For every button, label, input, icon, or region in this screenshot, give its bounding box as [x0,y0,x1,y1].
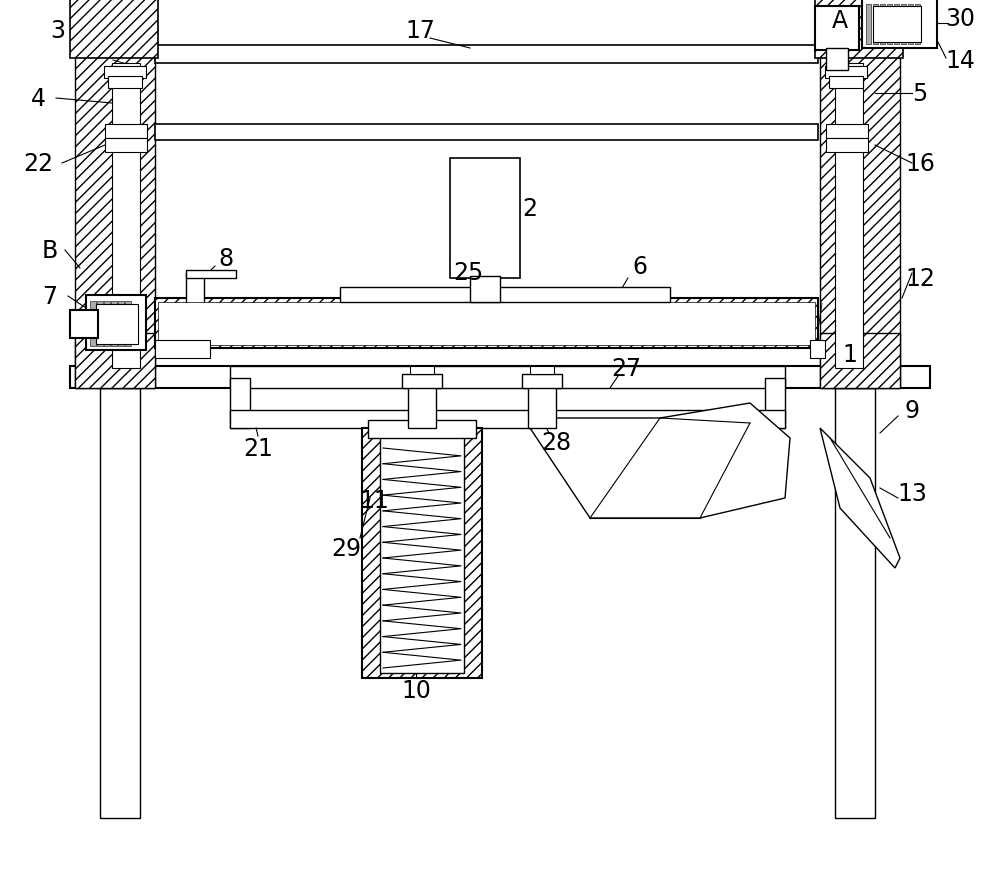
Text: 5: 5 [912,82,928,106]
Polygon shape [530,404,790,518]
Polygon shape [820,428,900,568]
Bar [108,77,142,89]
Bar [522,375,562,389]
Bar [835,389,875,818]
Bar [186,274,204,309]
Bar [873,5,878,45]
Text: 22: 22 [23,152,53,176]
Bar [528,384,556,428]
Bar [810,341,825,358]
Bar [111,302,117,347]
Bar [104,302,110,347]
Text: 30: 30 [945,7,975,31]
Bar [450,159,520,278]
Bar [866,5,871,45]
Text: 11: 11 [359,488,389,513]
Text: A: A [832,9,848,33]
Bar [820,29,900,389]
Bar [826,125,868,139]
Bar [70,367,930,389]
Bar [155,341,210,358]
Bar [230,411,785,428]
Bar [155,46,818,64]
Text: 16: 16 [905,152,935,176]
Bar [75,334,155,389]
Bar [835,64,863,369]
Bar [96,305,138,344]
Bar [230,367,785,389]
Bar [825,67,867,79]
Bar [380,434,464,673]
Text: 17: 17 [405,19,435,43]
Bar [86,296,146,350]
Text: 14: 14 [945,49,975,73]
Text: 29: 29 [331,536,361,560]
Text: 7: 7 [43,284,58,309]
Bar [100,389,140,818]
Bar [70,311,98,339]
Text: 6: 6 [633,255,648,278]
Bar [880,5,885,45]
Bar [908,5,913,45]
Bar [887,5,892,45]
Bar [362,428,482,678]
Text: 12: 12 [905,267,935,291]
Text: 2: 2 [522,197,538,220]
Bar [530,367,554,375]
Bar [186,270,236,278]
Bar [820,334,900,389]
Text: 4: 4 [31,87,46,111]
Bar [402,375,442,389]
Bar [97,302,103,347]
Bar [105,125,147,139]
Bar [826,49,848,71]
Bar [873,7,921,43]
Text: 3: 3 [51,19,66,43]
Bar [901,5,906,45]
Text: 28: 28 [541,430,571,455]
Bar [862,0,937,49]
Bar [158,303,815,346]
Bar [75,29,155,389]
Bar [105,139,147,153]
Bar [894,5,899,45]
Bar [470,277,500,303]
Bar [125,302,131,347]
Bar [368,421,476,438]
Text: B: B [42,239,58,263]
Bar [915,5,920,45]
Text: 9: 9 [904,399,920,422]
Bar [118,302,124,347]
Bar [104,67,146,79]
Bar [155,125,818,140]
Text: 8: 8 [218,247,234,270]
Text: 13: 13 [897,481,927,506]
Bar [70,0,158,59]
Text: 25: 25 [453,261,483,284]
Bar [408,384,436,428]
Bar [410,367,434,375]
Text: 10: 10 [401,678,431,702]
Text: 27: 27 [611,356,641,380]
Bar [112,64,140,369]
Bar [829,77,863,89]
Bar [155,299,818,349]
Bar [90,302,96,347]
Bar [826,139,868,153]
Text: 21: 21 [243,436,273,460]
Bar [765,378,785,428]
Bar [230,378,250,428]
Bar [340,288,670,303]
Bar [815,7,859,51]
Text: 1: 1 [843,342,857,367]
Bar [815,0,903,59]
